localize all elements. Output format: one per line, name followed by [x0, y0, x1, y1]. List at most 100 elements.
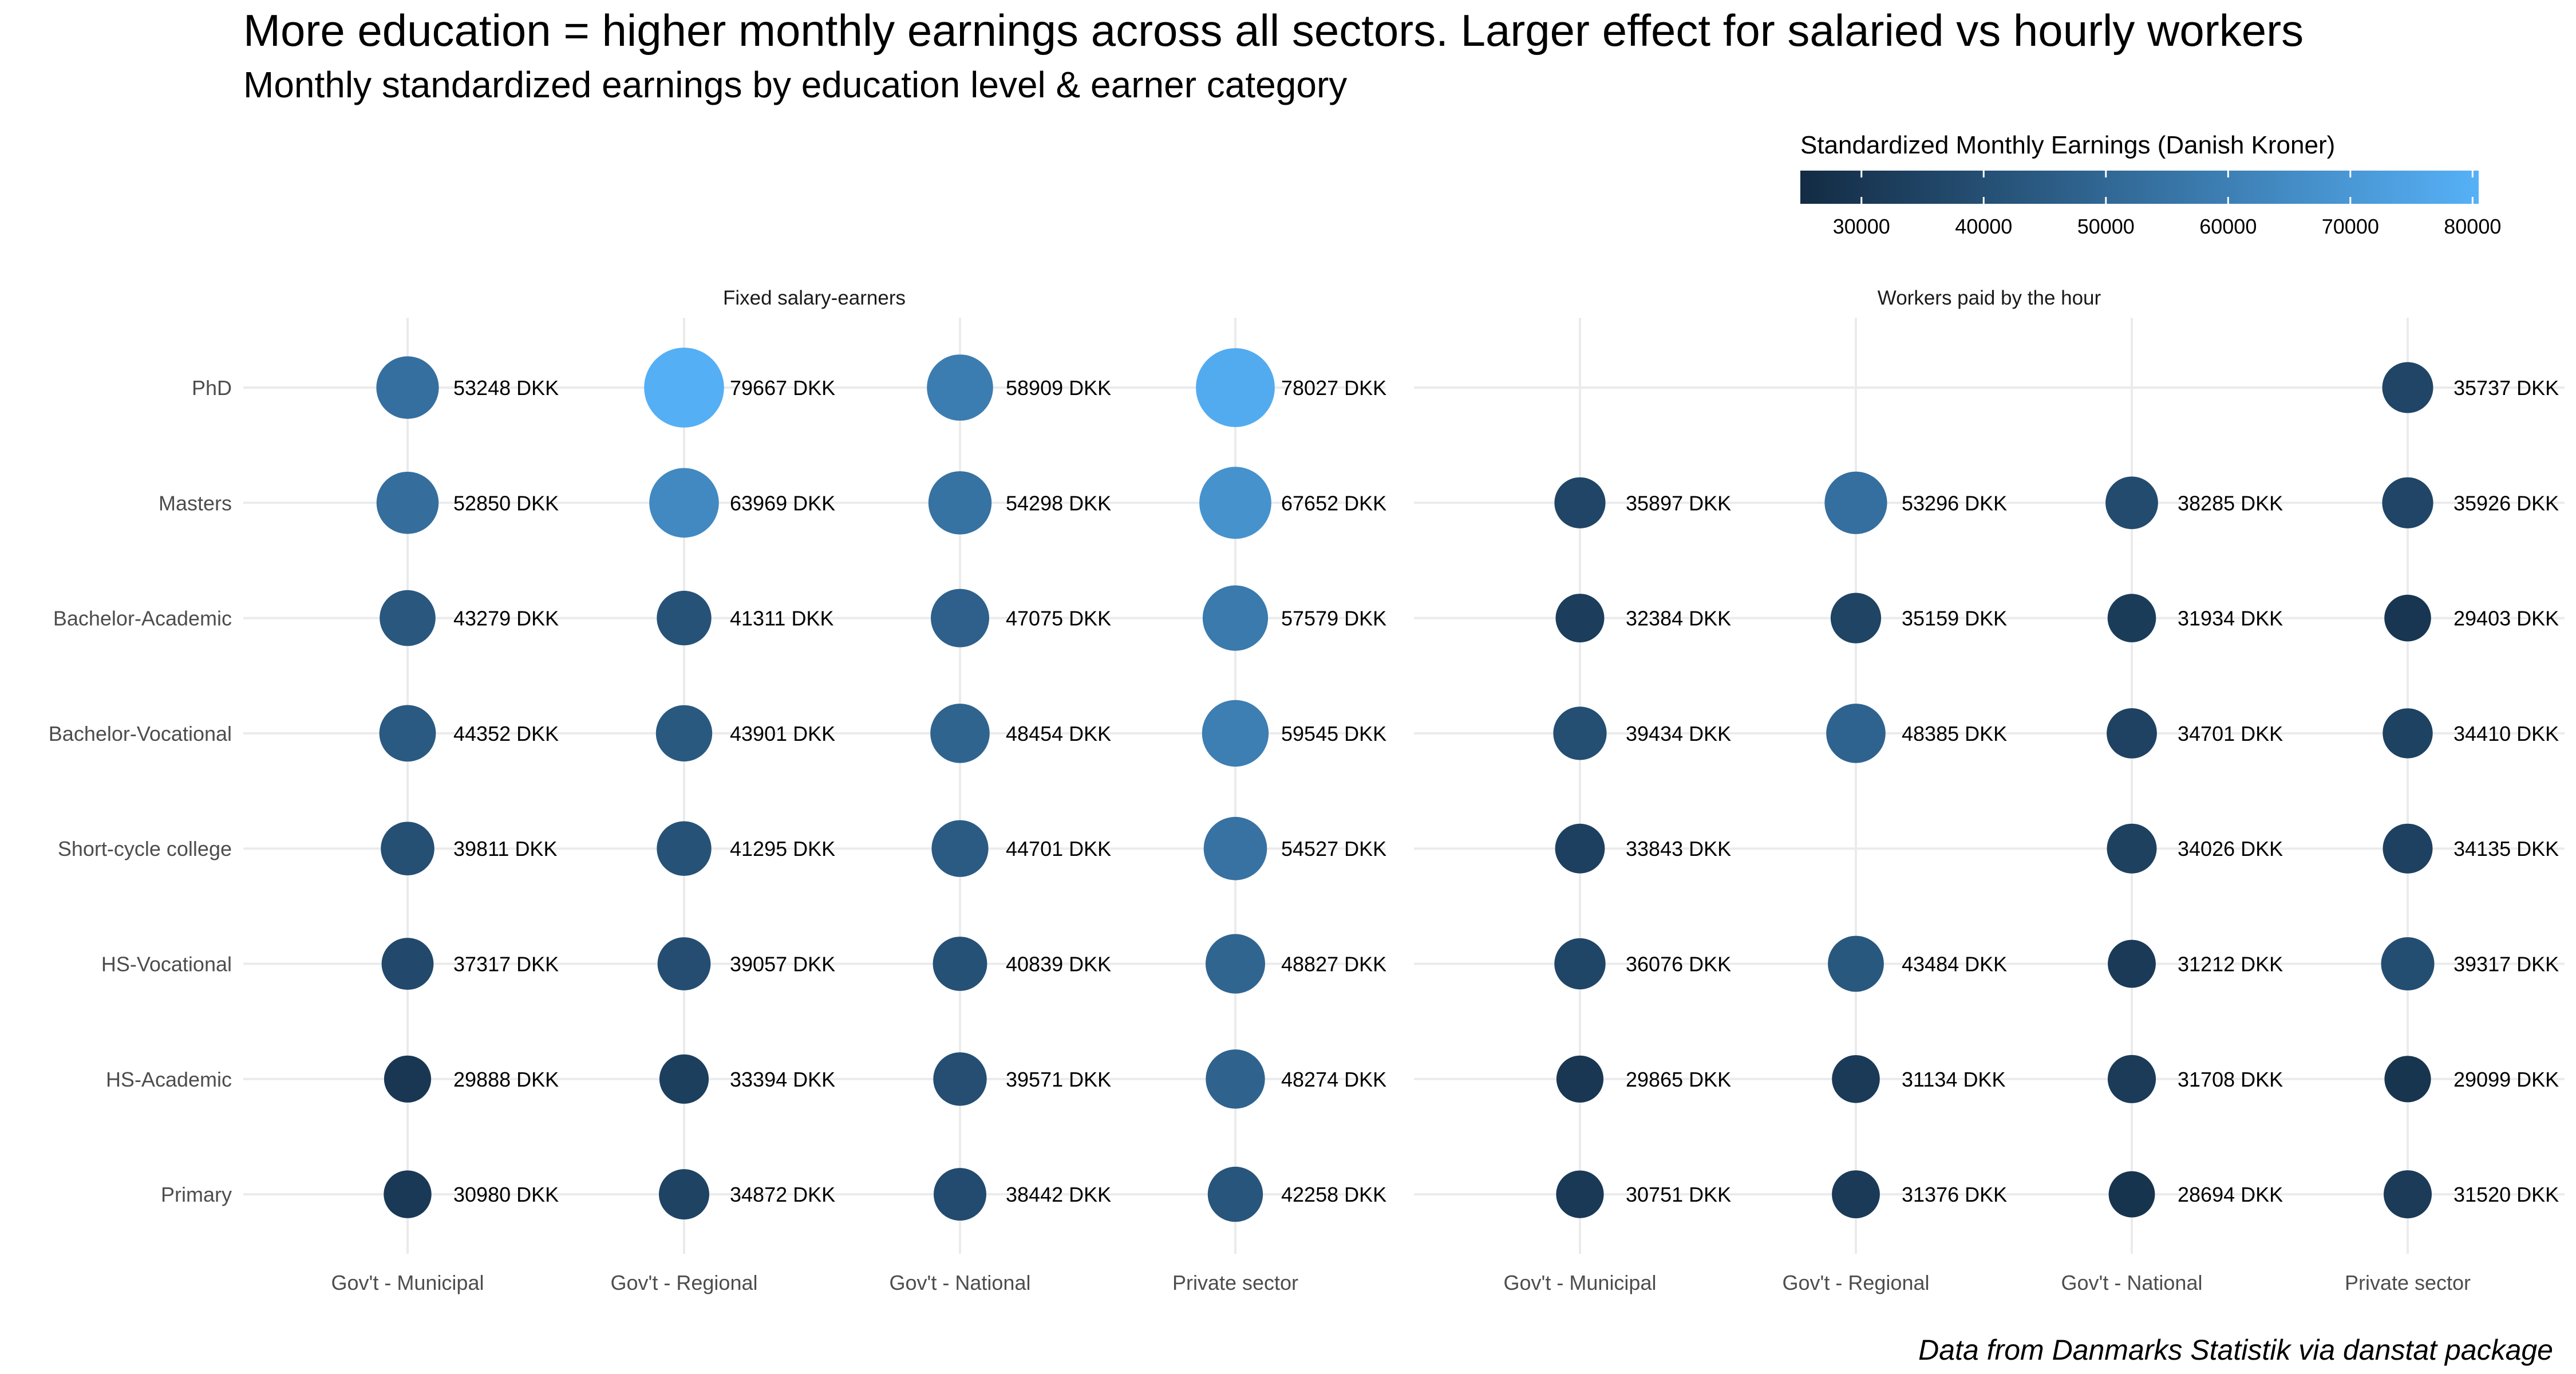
- x-axis: Gov't - Municipal Gov't - Regional Gov't -…: [331, 1271, 2471, 1294]
- data-label: 39434 DKK: [1626, 722, 1731, 745]
- data-label: 67652 DKK: [1281, 491, 1386, 515]
- data-label: 39811 DKK: [453, 837, 557, 860]
- x-tick-label: Gov't - Regional: [1783, 1271, 1930, 1294]
- data-label: 33843 DKK: [1626, 837, 1731, 860]
- data-label: 34872 DKK: [730, 1183, 835, 1206]
- data-point: [2107, 1055, 2156, 1103]
- facet-labels: Fixed salary-earners Workers paid by the …: [723, 287, 2101, 309]
- data-point: [2382, 362, 2433, 413]
- grid-layer: [243, 318, 2565, 1254]
- x-tick-label: Gov't - Regional: [611, 1271, 758, 1294]
- data-point: [933, 937, 987, 991]
- data-point: [2384, 1056, 2431, 1103]
- data-point: [2381, 937, 2435, 990]
- x-tick-label: Gov't - National: [2061, 1271, 2203, 1294]
- data-label: 63969 DKK: [730, 491, 835, 515]
- data-label: 34701 DKK: [2178, 722, 2283, 745]
- data-label: 40839 DKK: [1006, 953, 1111, 976]
- data-label: 39317 DKK: [2453, 953, 2559, 976]
- data-label: 48274 DKK: [1281, 1068, 1386, 1091]
- data-point: [1202, 585, 1269, 651]
- data-label: 53248 DKK: [453, 376, 559, 400]
- data-point: [379, 705, 436, 762]
- data-point: [1206, 934, 1265, 994]
- data-point: [644, 348, 724, 428]
- data-point: [933, 1052, 987, 1106]
- data-label: 48827 DKK: [1281, 953, 1386, 976]
- data-label: 38285 DKK: [2178, 491, 2283, 515]
- x-tick-label: Private sector: [1172, 1271, 1298, 1294]
- data-points: [376, 348, 2435, 1222]
- data-point: [931, 589, 989, 647]
- data-label: 78027 DKK: [1281, 376, 1386, 400]
- chart-subtitle: Monthly standardized earnings by educati…: [243, 64, 1347, 105]
- data-label: 44352 DKK: [453, 722, 559, 745]
- data-label: 58909 DKK: [1006, 376, 1111, 400]
- y-tick-label: Masters: [159, 491, 232, 515]
- data-label: 31212 DKK: [2178, 953, 2283, 976]
- legend-tick-label: 30000: [1833, 215, 1890, 238]
- data-label: 57579 DKK: [1281, 607, 1386, 630]
- data-labels: 53248 DKK 79667 DKK 58909 DKK 78027 DKK 5285…: [453, 376, 2559, 1206]
- x-tick-label: Gov't - National: [890, 1271, 1031, 1294]
- data-point: [2105, 476, 2158, 530]
- data-label: 31134 DKK: [1902, 1068, 2005, 1091]
- data-label: 29099 DKK: [2453, 1068, 2559, 1091]
- data-label: 43484 DKK: [1902, 953, 2007, 976]
- data-point: [930, 704, 990, 763]
- data-point: [928, 471, 992, 535]
- data-label: 36076 DKK: [1626, 953, 1731, 976]
- legend-colorbar: [1800, 171, 2479, 204]
- x-tick-label: Private sector: [2345, 1271, 2471, 1294]
- data-point: [659, 1054, 709, 1104]
- data-point: [1832, 1055, 1880, 1103]
- data-label: 32384 DKK: [1626, 607, 1731, 630]
- x-tick-label: Gov't - Municipal: [1504, 1271, 1657, 1294]
- data-point: [1555, 823, 1605, 874]
- data-label: 35926 DKK: [2453, 491, 2559, 515]
- data-point: [934, 1168, 986, 1221]
- data-point: [1207, 1166, 1263, 1222]
- data-point: [376, 472, 439, 534]
- data-point: [1832, 1170, 1880, 1218]
- data-point: [2107, 708, 2157, 759]
- data-label: 31376 DKK: [1902, 1183, 2007, 1206]
- data-point: [381, 822, 434, 875]
- data-point: [1554, 938, 1606, 990]
- data-label: 38442 DKK: [1006, 1183, 1111, 1206]
- data-point: [1206, 1049, 1265, 1109]
- legend-title: Standardized Monthly Earnings (Danish Kr…: [1800, 131, 2335, 159]
- x-tick-label: Gov't - Municipal: [331, 1271, 484, 1294]
- data-point: [2107, 823, 2157, 874]
- data-label: 54298 DKK: [1006, 491, 1111, 515]
- data-label: 29403 DKK: [2453, 607, 2559, 630]
- data-point: [1202, 700, 1269, 767]
- data-point: [1203, 816, 1267, 881]
- data-point: [2107, 594, 2156, 642]
- data-point: [659, 1169, 709, 1220]
- data-label: 35159 DKK: [1902, 607, 2007, 630]
- data-point: [384, 1055, 432, 1103]
- data-label: 28694 DKK: [2178, 1183, 2283, 1206]
- data-label: 48454 DKK: [1006, 722, 1111, 745]
- data-label: 31934 DKK: [2178, 607, 2283, 630]
- data-point: [1556, 1170, 1604, 1218]
- data-label: 34135 DKK: [2453, 837, 2559, 860]
- y-tick-label: Primary: [161, 1183, 232, 1206]
- data-label: 31520 DKK: [2453, 1183, 2559, 1206]
- data-label: 34410 DKK: [2453, 722, 2559, 745]
- data-label: 41311 DKK: [730, 607, 833, 630]
- data-point: [1830, 593, 1882, 643]
- data-point: [2384, 594, 2431, 642]
- data-label: 37317 DKK: [453, 953, 559, 976]
- data-point: [1555, 594, 1605, 643]
- data-point: [376, 356, 439, 419]
- facet-label: Fixed salary-earners: [723, 287, 906, 309]
- data-point: [2108, 939, 2156, 988]
- data-point: [1556, 1055, 1604, 1103]
- data-point: [657, 937, 711, 990]
- data-point: [2384, 1170, 2432, 1219]
- legend-tick-label: 40000: [1955, 215, 2012, 238]
- data-label: 35897 DKK: [1626, 491, 1731, 515]
- data-point: [380, 590, 436, 646]
